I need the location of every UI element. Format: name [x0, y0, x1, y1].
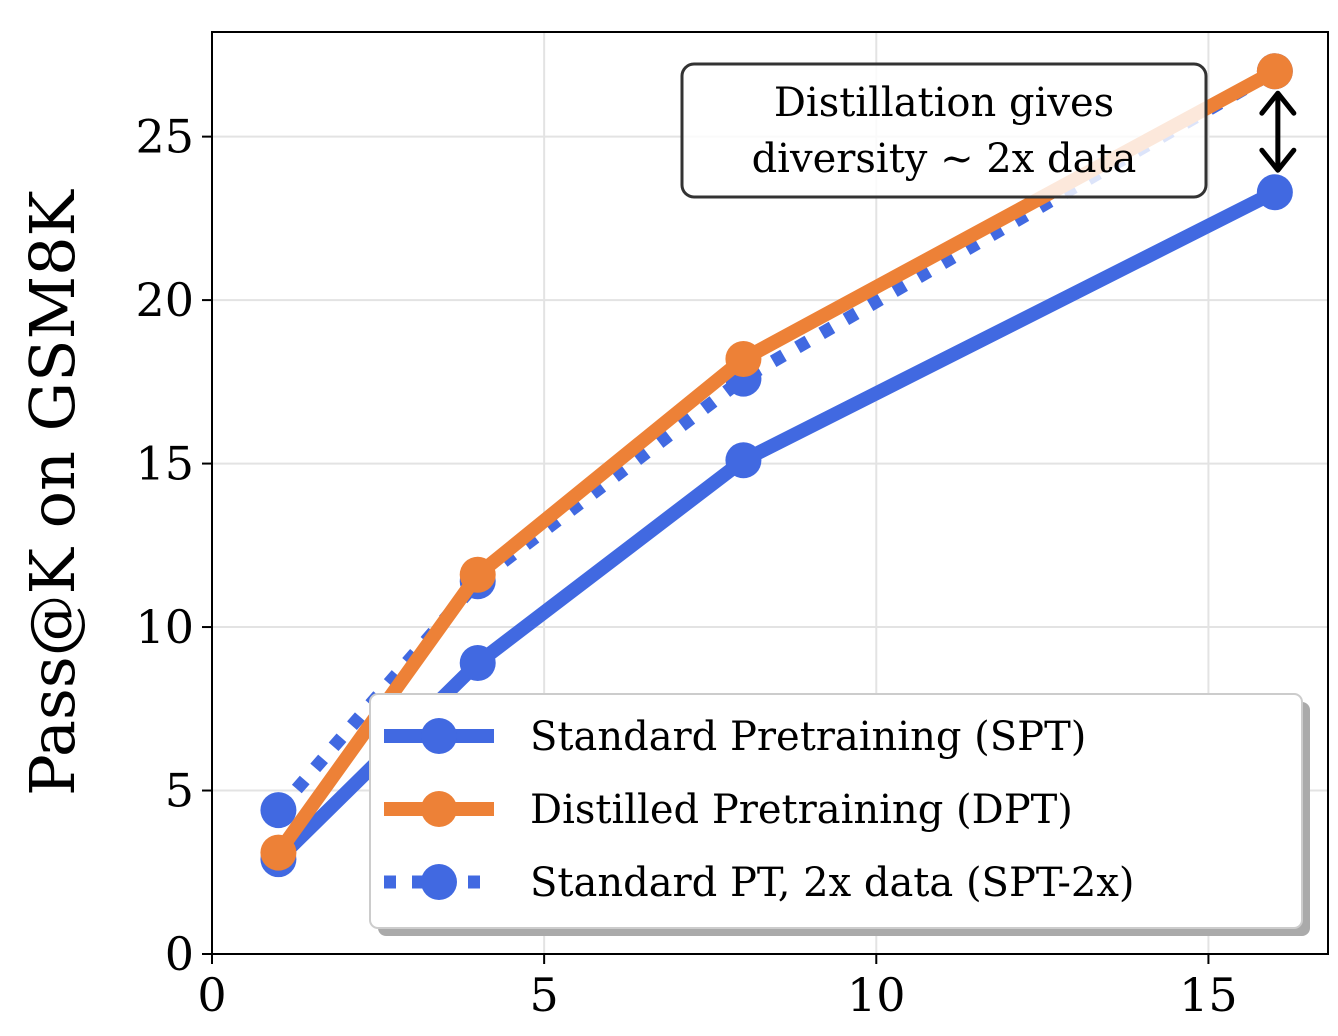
- legend-entry: Standard Pretraining (SPT): [384, 714, 1086, 760]
- annotation-text: Distillation gives: [774, 80, 1114, 126]
- y-tick-label: 5: [165, 764, 194, 818]
- y-tick-label: 15: [135, 437, 194, 491]
- data-point: [1256, 53, 1293, 90]
- gap-arrow-head-down: [1259, 147, 1297, 173]
- data-point: [260, 834, 297, 871]
- annotation-text: diversity ~ 2x data: [752, 136, 1137, 182]
- annotation-box: [680, 62, 1208, 199]
- legend: Standard Pretraining (SPT) Distilled Pret…: [369, 693, 1310, 936]
- legend-marker: [421, 718, 457, 754]
- data-point: [725, 442, 762, 479]
- x-tick-label: 10: [847, 968, 906, 1022]
- legend-entry: Standard PT, 2x data (SPT-2x): [384, 860, 1135, 906]
- y-tick-label: 10: [135, 600, 194, 654]
- legend-label: Standard PT, 2x data (SPT-2x): [530, 860, 1135, 906]
- y-tick-label: 25: [135, 110, 194, 164]
- plot-frame: [211, 31, 1329, 955]
- y-tick-label: 0: [165, 927, 194, 981]
- legend-marker: [421, 791, 457, 827]
- data-point: [260, 792, 297, 829]
- x-tick-label: 15: [1179, 968, 1238, 1022]
- legend-label: Distilled Pretraining (DPT): [530, 787, 1073, 833]
- ticks: 0 5 10 15 0 5 10 15 20 25: [135, 110, 1237, 1022]
- legend-box: [369, 693, 1303, 929]
- annotation: Distillation gives diversity ~ 2x data: [680, 62, 1297, 199]
- x-tick-label: 5: [530, 968, 559, 1022]
- y-axis-label: Pass@K on GSM8K: [16, 188, 89, 795]
- y-tick-label: 20: [135, 273, 194, 327]
- data-point: [459, 556, 496, 593]
- legend-label: Standard Pretraining (SPT): [530, 714, 1086, 760]
- x-tick-label: 0: [197, 968, 226, 1022]
- legend-marker: [421, 864, 457, 900]
- data-point: [459, 645, 496, 682]
- data-point: [725, 340, 762, 377]
- data-point: [1256, 174, 1293, 211]
- gap-arrow-head-up: [1259, 90, 1297, 116]
- legend-entry: Distilled Pretraining (DPT): [384, 787, 1073, 833]
